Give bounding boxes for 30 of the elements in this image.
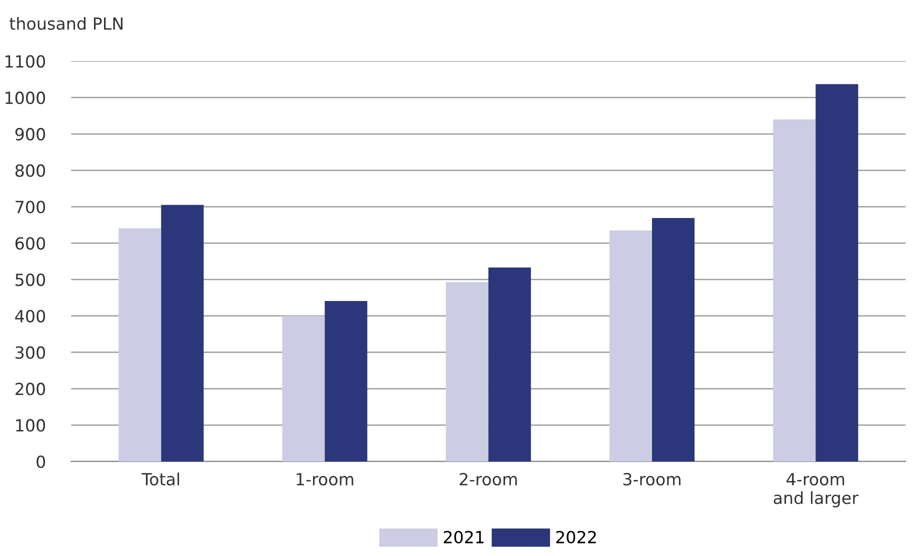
bar — [816, 84, 858, 462]
y-tick-label: 800 — [15, 164, 46, 177]
bar — [446, 282, 488, 462]
legend-label: 2021 — [444, 530, 484, 544]
y-tick-label: 100 — [16, 419, 46, 432]
bar — [118, 228, 162, 462]
y-tick-label: 300 — [16, 346, 46, 359]
y-tick-label: 500 — [16, 273, 46, 286]
y-tick-label: 200 — [16, 382, 46, 396]
x-tick-label: 3-room — [623, 472, 680, 486]
x-tick-label: 2-room — [460, 472, 517, 486]
y-tick-label: 1000 — [6, 92, 46, 104]
y-tick-label: 600 — [15, 237, 46, 250]
y-axis-title: thousand PLN — [10, 16, 122, 30]
bar — [609, 230, 652, 462]
bar — [161, 204, 204, 462]
legend-label: 2022 — [556, 530, 596, 544]
x-tick-label: Total — [142, 472, 180, 486]
bar — [324, 300, 368, 462]
bar — [773, 119, 816, 462]
y-tick-label: 900 — [15, 128, 46, 141]
y-tick-label: 700 — [16, 200, 46, 214]
y-tick-label: 1100 — [6, 55, 46, 68]
x-tick-label: 4-room and larger — [774, 473, 858, 508]
bar — [652, 218, 695, 462]
y-tick-label: 0 — [36, 455, 46, 468]
y-tick-label: 400 — [15, 310, 46, 322]
x-tick-label: 1-room — [296, 473, 354, 486]
bar — [488, 268, 531, 462]
bar — [282, 316, 325, 462]
